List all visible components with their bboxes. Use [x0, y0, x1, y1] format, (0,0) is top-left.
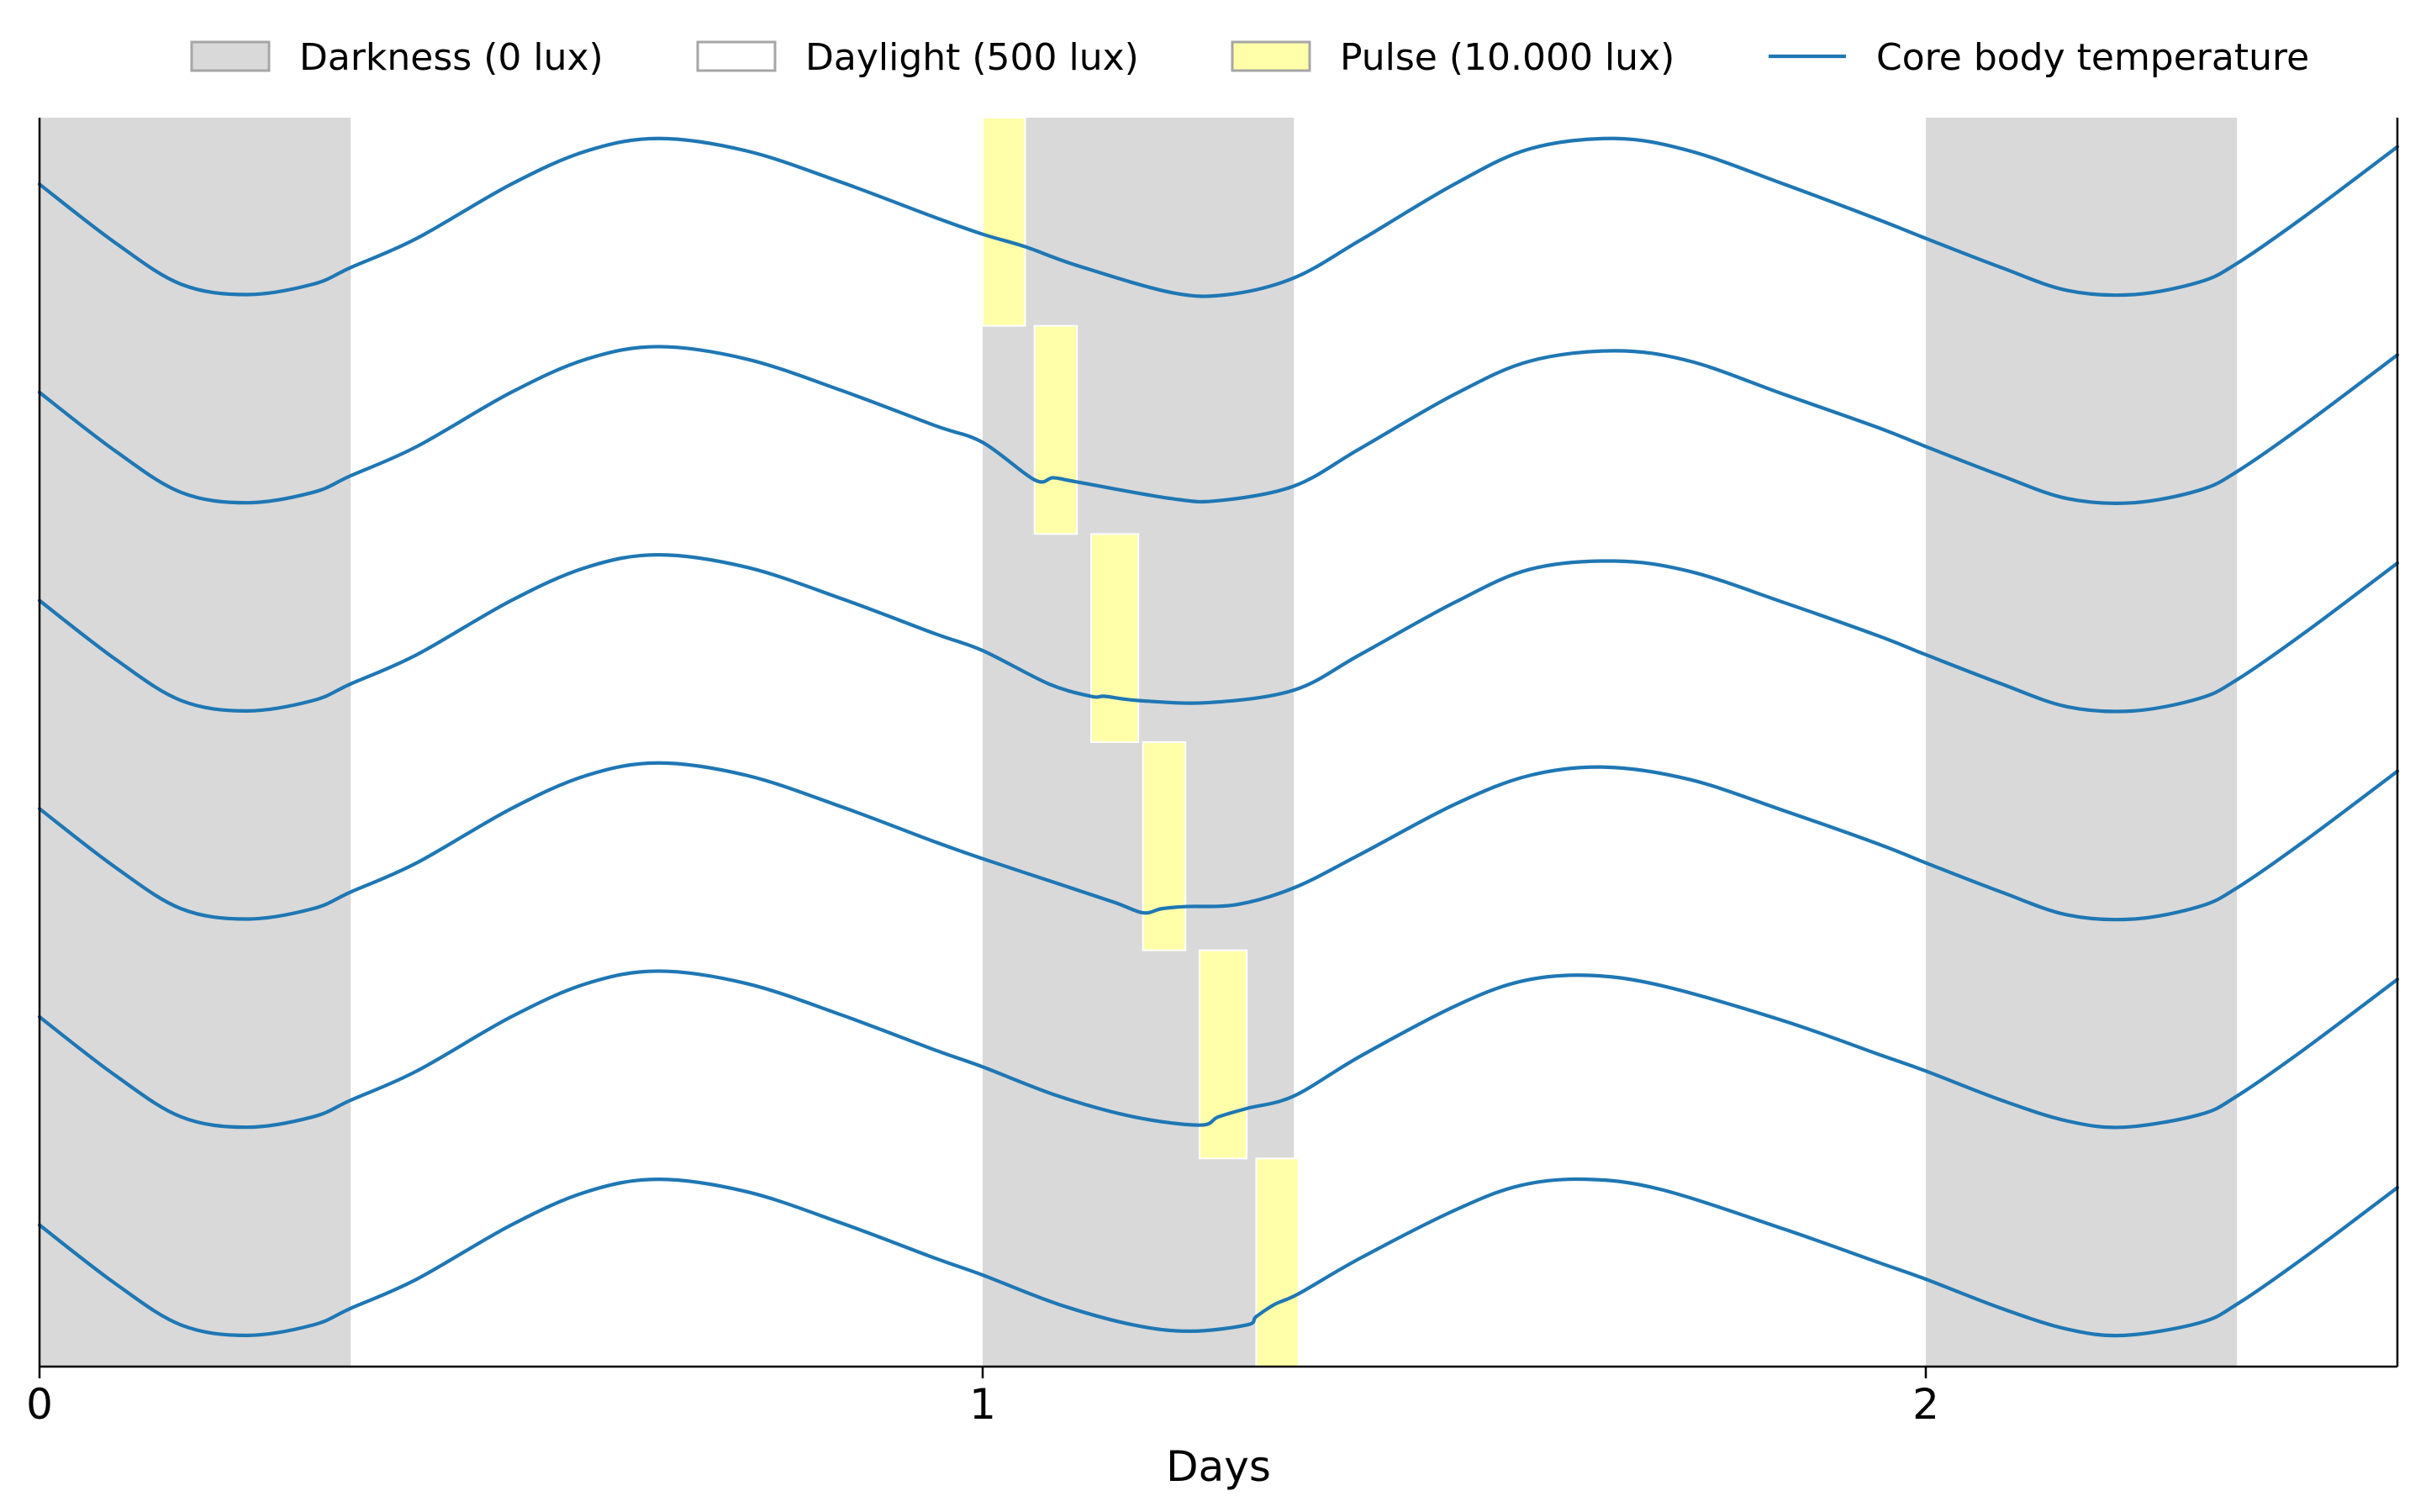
legend: Darkness (0 lux) Daylight (500 lux) Pulse …: [190, 36, 2309, 79]
plot-area: [37, 117, 2400, 1368]
legend-item-daylight: Daylight (500 lux): [696, 36, 1139, 79]
legend-label-pulse: Pulse (10.000 lux): [1340, 36, 1674, 79]
darkness-band: [1926, 118, 2238, 1367]
legend-label-daylight: Daylight (500 lux): [805, 36, 1139, 79]
legend-item-temperature: Core body temperature: [1769, 36, 2309, 79]
temperature-curve: [37, 1177, 2400, 1338]
x-tick-label: 1: [969, 1380, 996, 1429]
legend-label-temperature: Core body temperature: [1876, 36, 2309, 79]
pulse-rect: [1142, 741, 1187, 951]
pulse-rect: [1090, 533, 1140, 743]
legend-label-darkness: Darkness (0 lux): [299, 36, 604, 79]
temperature-curve: [37, 136, 2400, 298]
pulse-rect: [1033, 324, 1078, 535]
temperature-curve: [37, 345, 2400, 505]
legend-item-pulse: Pulse (10.000 lux): [1231, 36, 1674, 79]
legend-item-darkness: Darkness (0 lux): [190, 36, 604, 79]
legend-swatch-daylight: [696, 40, 777, 72]
temperature-curve: [37, 761, 2400, 922]
x-axis: 0 1 2 Days: [26, 118, 2399, 1491]
darkness-band: [40, 118, 351, 1367]
x-tick-label: 0: [26, 1380, 53, 1429]
temperature-curve: [37, 553, 2400, 714]
pulse-rect: [1199, 949, 1248, 1160]
temperature-curve: [37, 969, 2400, 1130]
x-axis-label: Days: [1166, 1442, 1271, 1491]
x-tick-label: 2: [1912, 1380, 1939, 1429]
legend-swatch-pulse: [1231, 40, 1311, 72]
pulse-rect: [1255, 1157, 1300, 1368]
pulse-rect: [982, 117, 1026, 327]
legend-swatch-darkness: [190, 40, 271, 72]
